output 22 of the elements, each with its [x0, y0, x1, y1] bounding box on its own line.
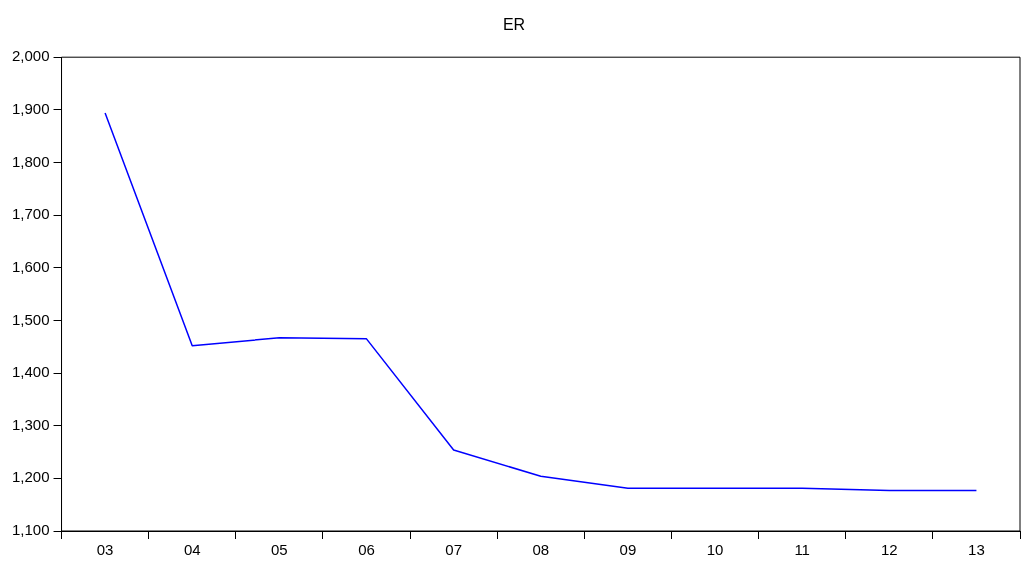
y-tick-label: 2,000	[11, 47, 50, 65]
x-tick-label: 05	[271, 541, 288, 559]
y-tick-label: 1,600	[11, 257, 50, 275]
y-tick-label: 1,400	[11, 363, 50, 381]
y-tick-label: 1,500	[11, 310, 50, 328]
x-tick-label: 07	[445, 541, 462, 559]
x-tick-label: 03	[96, 541, 114, 559]
y-tick-label: 1,200	[11, 468, 50, 486]
y-tick-label: 1,300	[11, 415, 50, 433]
chart-title: ER	[502, 16, 526, 34]
x-tick-label: 13	[968, 541, 985, 559]
x-tick-label: 08	[532, 541, 550, 559]
y-tick-label: 1,800	[11, 152, 50, 170]
x-tick-label: 06	[358, 541, 375, 559]
x-tick-label: 11	[794, 541, 810, 559]
x-tick-label: 12	[880, 541, 898, 559]
y-tick-label: 1,900	[11, 99, 50, 117]
x-tick-label: 10	[706, 541, 724, 559]
y-tick-label: 1,100	[11, 521, 50, 539]
y-tick-label: 1,700	[11, 205, 50, 223]
x-tick-label: 09	[619, 541, 637, 559]
x-tick-label: 04	[183, 541, 201, 559]
